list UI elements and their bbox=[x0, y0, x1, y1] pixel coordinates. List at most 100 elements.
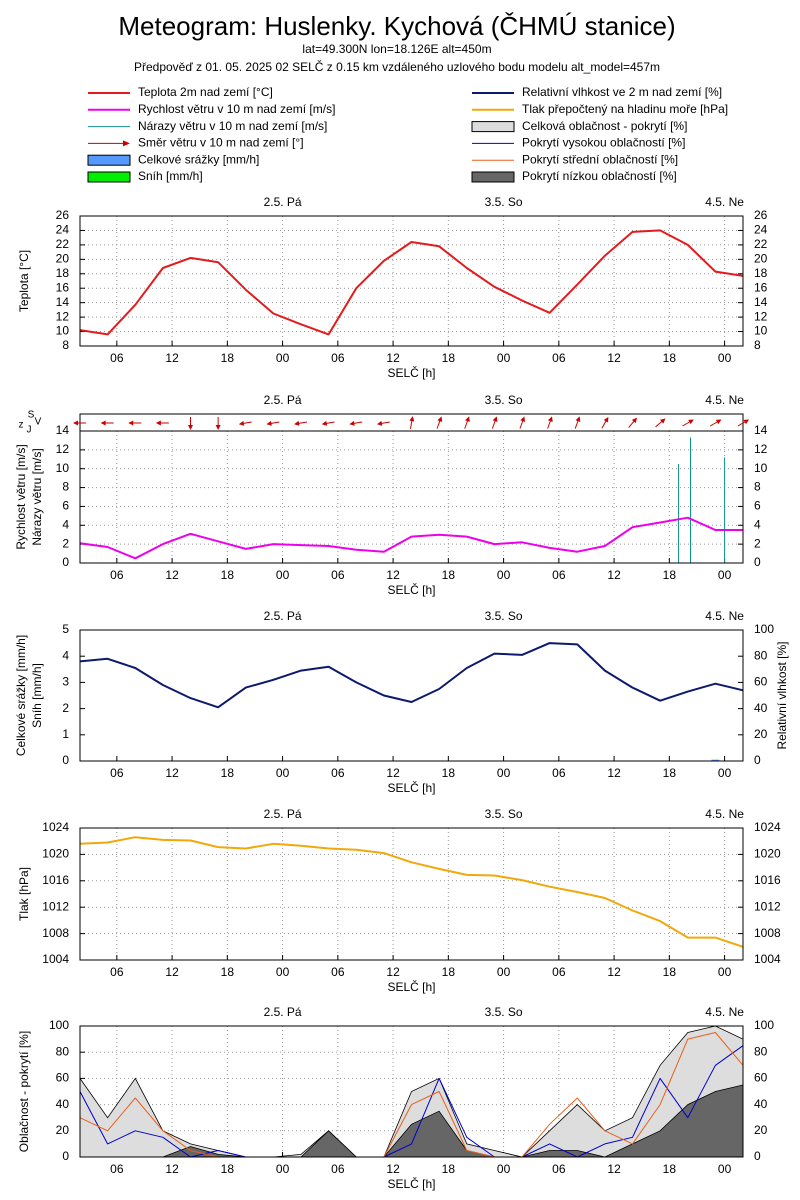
day-label: 4.5. Ne bbox=[705, 1005, 744, 1019]
x-tick-label: 18 bbox=[663, 1162, 677, 1176]
y-axis-title: Teplota [°C] bbox=[17, 250, 31, 312]
legend-swatch bbox=[123, 140, 130, 147]
wind-arrow bbox=[737, 419, 750, 427]
y-tick-label: 20 bbox=[56, 1123, 70, 1137]
day-label: 4.5. Ne bbox=[705, 807, 744, 821]
y-tick-label: 2 bbox=[62, 701, 69, 715]
x-tick-label: 12 bbox=[165, 766, 179, 780]
y-tick-label-right: 2 bbox=[754, 536, 761, 550]
y-tick-label-right: 1020 bbox=[754, 847, 781, 861]
y-tick-label: 8 bbox=[62, 338, 69, 352]
y-tick-label-right: 20 bbox=[754, 252, 768, 266]
y-tick-label: 10 bbox=[56, 461, 70, 475]
wind-arrow-head bbox=[100, 420, 106, 426]
x-tick-label: 00 bbox=[718, 766, 732, 780]
day-label: 4.5. Ne bbox=[705, 609, 744, 623]
y-tick-label: 14 bbox=[56, 295, 70, 309]
y-tick-label-right: 60 bbox=[754, 675, 768, 689]
day-label: 3.5. So bbox=[485, 609, 523, 623]
wind-arrow-head bbox=[520, 416, 526, 422]
y-tick-label: 3 bbox=[62, 675, 69, 689]
x-tick-label: 12 bbox=[386, 965, 400, 979]
x-tick-label: 00 bbox=[497, 568, 511, 582]
y-axis-title: Rychlost větru [m/s] bbox=[14, 444, 28, 549]
series-line bbox=[79, 516, 743, 560]
x-tick-label: 18 bbox=[442, 766, 456, 780]
wind-arrow-head bbox=[631, 417, 637, 424]
x-tick-label: 12 bbox=[165, 568, 179, 582]
y-tick-label-right: 26 bbox=[754, 208, 768, 222]
x-tick-label: 00 bbox=[497, 965, 511, 979]
y-tick-label-right: 16 bbox=[754, 280, 768, 294]
x-tick-label: 00 bbox=[718, 351, 732, 365]
x-tick-label: 18 bbox=[221, 1162, 235, 1176]
y-tick-label: 4 bbox=[62, 517, 69, 531]
x-tick-label: 18 bbox=[663, 965, 677, 979]
x-tick-label: 06 bbox=[552, 351, 566, 365]
wind-arrow-head bbox=[294, 420, 300, 426]
wind-arrow-head bbox=[660, 418, 666, 424]
x-tick-label: 06 bbox=[110, 1162, 124, 1176]
plot-frame bbox=[79, 430, 744, 564]
wind-arrow bbox=[601, 416, 609, 429]
y-tick-label-right: 4 bbox=[754, 517, 761, 531]
legend-label: Pokrytí nízkou oblačností [%] bbox=[522, 169, 677, 183]
y-tick-label: 100 bbox=[49, 1018, 69, 1032]
y-tick-label: 24 bbox=[56, 223, 70, 237]
legend-label: Relativní vlhkost ve 2 m nad zemí [%] bbox=[522, 85, 722, 99]
wind-arrow-head bbox=[743, 419, 750, 425]
cloud-area bbox=[79, 1025, 744, 1158]
x-tick-label: 12 bbox=[386, 568, 400, 582]
x-tick-label: 00 bbox=[276, 1162, 290, 1176]
x-tick-label: 12 bbox=[165, 351, 179, 365]
legend-label: Sníh [mm/h] bbox=[138, 169, 203, 183]
legend-label: Směr větru v 10 m nad zemí [°] bbox=[138, 136, 304, 150]
x-tick-label: 12 bbox=[386, 351, 400, 365]
precip-bar bbox=[711, 759, 720, 761]
x-tick-label: 06 bbox=[110, 351, 124, 365]
x-tick-label: 12 bbox=[607, 766, 621, 780]
day-label: 4.5. Ne bbox=[705, 195, 744, 209]
series-line bbox=[79, 1032, 744, 1158]
wind-arrow-head bbox=[266, 420, 272, 426]
x-tick-label: 18 bbox=[221, 568, 235, 582]
x-axis-title: SELČ [h] bbox=[387, 582, 435, 597]
y-axis-title: Nárazy větru [m/s] bbox=[30, 448, 44, 545]
wind-arrow bbox=[682, 419, 694, 427]
y-tick-label-right: 8 bbox=[754, 480, 761, 494]
x-tick-label: 12 bbox=[386, 766, 400, 780]
x-tick-label: 00 bbox=[276, 766, 290, 780]
wind-arrow-head bbox=[715, 419, 722, 425]
y-tick-label-right: 22 bbox=[754, 237, 768, 251]
series-line bbox=[79, 642, 744, 709]
x-tick-label: 12 bbox=[607, 1162, 621, 1176]
y-tick-label-right: 8 bbox=[754, 338, 761, 352]
x-tick-label: 18 bbox=[442, 965, 456, 979]
y-tick-label-right: 18 bbox=[754, 266, 768, 280]
y-tick-label-right: 12 bbox=[754, 442, 768, 456]
day-label: 2.5. Pá bbox=[264, 195, 302, 209]
wind-arrow bbox=[436, 416, 443, 429]
wind-arrow-head bbox=[409, 416, 415, 422]
y-tick-label: 6 bbox=[62, 499, 69, 513]
y-tick-label-right: 1016 bbox=[754, 873, 781, 887]
x-tick-label: 18 bbox=[663, 568, 677, 582]
wind-arrow bbox=[294, 420, 307, 426]
title: Meteogram: Huslenky. Kychová (ČHMÚ stani… bbox=[118, 11, 675, 41]
wind-arrow bbox=[238, 420, 252, 426]
x-tick-label: 06 bbox=[552, 766, 566, 780]
y-tick-label: 16 bbox=[56, 280, 70, 294]
x-tick-label: 00 bbox=[276, 965, 290, 979]
wind-arrow-head bbox=[73, 420, 78, 426]
y-tick-label: 8 bbox=[62, 480, 69, 494]
wind-arrow bbox=[215, 417, 221, 430]
x-tick-label: 00 bbox=[497, 351, 511, 365]
y-tick-label: 1016 bbox=[42, 873, 69, 887]
x-tick-label: 12 bbox=[607, 568, 621, 582]
y-tick-label: 1024 bbox=[42, 820, 69, 834]
plot-frame bbox=[79, 827, 744, 961]
y-tick-label-right: 0 bbox=[754, 555, 761, 569]
y-axis-title: Celkové srážky [mm/h] bbox=[14, 635, 28, 756]
y-tick-label-right: 10 bbox=[754, 461, 768, 475]
cloud-area bbox=[80, 1084, 744, 1158]
